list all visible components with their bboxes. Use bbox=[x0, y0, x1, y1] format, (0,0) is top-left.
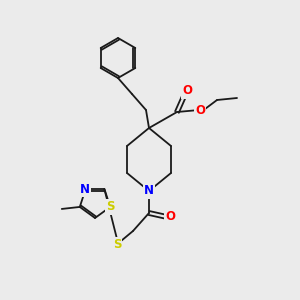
Text: O: O bbox=[182, 85, 192, 98]
Text: O: O bbox=[195, 103, 205, 116]
Text: O: O bbox=[165, 211, 175, 224]
Text: N: N bbox=[144, 184, 154, 197]
Text: S: S bbox=[106, 200, 115, 213]
Text: S: S bbox=[113, 238, 121, 251]
Text: N: N bbox=[80, 183, 90, 196]
